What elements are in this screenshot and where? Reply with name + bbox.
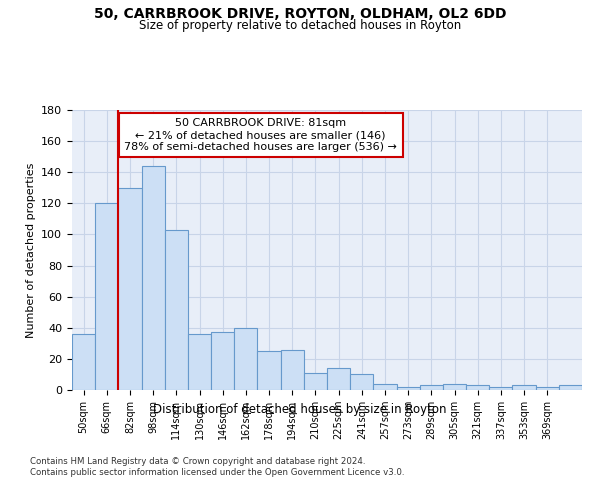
Bar: [350, 374, 373, 390]
Text: Size of property relative to detached houses in Royton: Size of property relative to detached ho…: [139, 18, 461, 32]
Bar: [512, 386, 536, 390]
Bar: [466, 386, 489, 390]
Text: 50 CARRBROOK DRIVE: 81sqm
← 21% of detached houses are smaller (146)
78% of semi: 50 CARRBROOK DRIVE: 81sqm ← 21% of detac…: [124, 118, 397, 152]
Bar: [489, 387, 512, 390]
Bar: [559, 386, 582, 390]
Bar: [373, 384, 397, 390]
Bar: [118, 188, 142, 390]
Bar: [304, 373, 327, 390]
Text: Contains HM Land Registry data © Crown copyright and database right 2024.
Contai: Contains HM Land Registry data © Crown c…: [30, 458, 404, 477]
Bar: [188, 334, 211, 390]
Text: Distribution of detached houses by size in Royton: Distribution of detached houses by size …: [153, 402, 447, 415]
Bar: [165, 230, 188, 390]
Bar: [397, 387, 420, 390]
Bar: [420, 386, 443, 390]
Bar: [234, 328, 257, 390]
Bar: [443, 384, 466, 390]
Y-axis label: Number of detached properties: Number of detached properties: [26, 162, 35, 338]
Bar: [257, 351, 281, 390]
Bar: [95, 204, 118, 390]
Text: 50, CARRBROOK DRIVE, ROYTON, OLDHAM, OL2 6DD: 50, CARRBROOK DRIVE, ROYTON, OLDHAM, OL2…: [94, 8, 506, 22]
Bar: [327, 368, 350, 390]
Bar: [142, 166, 165, 390]
Bar: [72, 334, 95, 390]
Bar: [211, 332, 234, 390]
Bar: [536, 387, 559, 390]
Bar: [281, 350, 304, 390]
